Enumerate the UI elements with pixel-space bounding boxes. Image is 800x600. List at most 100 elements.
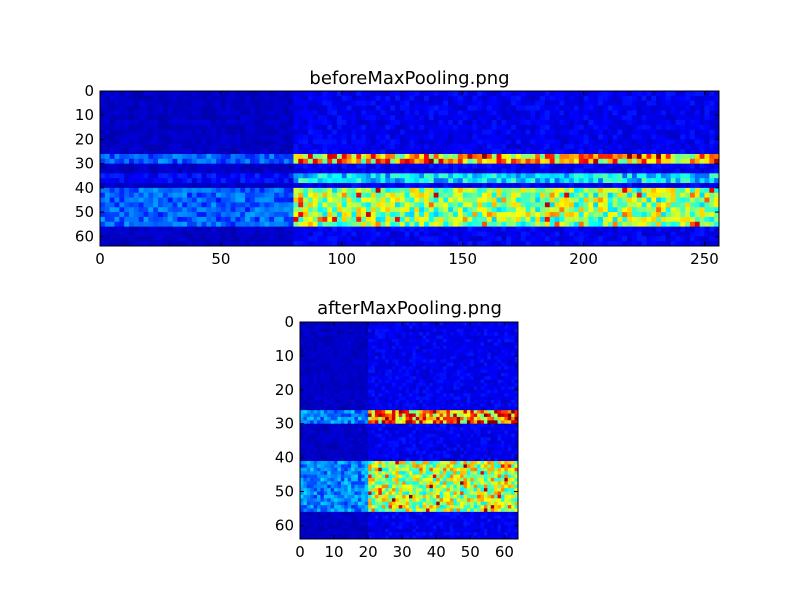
heatmap-cell (660, 115, 667, 121)
heatmap-cell (187, 163, 193, 169)
heatmap-cell (699, 192, 705, 198)
heatmap-cell (388, 362, 393, 367)
heatmap-cell (646, 105, 652, 111)
heatmap-cell (436, 355, 441, 360)
heatmap-cell (525, 110, 531, 116)
heatmap-cell (449, 342, 454, 347)
heatmap-cell (327, 352, 332, 357)
heatmap-cell (486, 197, 493, 203)
heatmap-cell (511, 241, 517, 247)
heatmap-cell (187, 231, 193, 237)
heatmap-cell (457, 178, 464, 184)
heatmap-cell (298, 115, 304, 121)
heatmap-cell (714, 134, 720, 140)
x-tick-label: 50 (211, 250, 230, 268)
heatmap-cell (675, 124, 681, 131)
heatmap-cell (433, 91, 439, 97)
heatmap-cell (631, 100, 638, 106)
heatmap-cell (699, 178, 705, 184)
heatmap-cell (573, 91, 580, 97)
heatmap-cell (357, 352, 362, 357)
heatmap-cell (182, 158, 188, 165)
heatmap-cell (398, 325, 403, 330)
heatmap-cell (395, 352, 400, 357)
heatmap-cell (573, 202, 580, 208)
heatmap-cell (220, 100, 227, 106)
heatmap-cell (375, 187, 381, 194)
heatmap-cell (254, 163, 260, 169)
heatmap-cell (424, 197, 430, 203)
heatmap-cell (374, 342, 379, 347)
heatmap-cell (675, 173, 681, 179)
heatmap-cell (507, 349, 512, 353)
heatmap-cell (436, 325, 441, 330)
heatmap-cell (670, 110, 676, 116)
heatmap-cell (153, 124, 159, 131)
heatmap-cell (409, 91, 415, 97)
heatmap-cell (340, 342, 345, 347)
heatmap-cell (317, 212, 323, 218)
heatmap-cell (569, 197, 575, 203)
heatmap-cell (347, 355, 352, 360)
heatmap-cell (617, 221, 623, 228)
heatmap-cell (148, 129, 154, 135)
heatmap-cell (303, 197, 309, 203)
heatmap-cell (341, 231, 348, 237)
heatmap-cell (438, 124, 444, 131)
heatmap-cell (201, 144, 207, 150)
heatmap-cell (540, 163, 546, 169)
heatmap-cell (307, 139, 314, 145)
heatmap-cell (211, 173, 217, 179)
heatmap-cell (334, 332, 338, 336)
heatmap-cell (520, 100, 526, 106)
heatmap-cell (337, 345, 342, 350)
heatmap-cell (143, 202, 149, 208)
heatmap-cell (578, 153, 584, 160)
heatmap-cell (651, 216, 657, 223)
heatmap-cell (133, 139, 140, 145)
heatmap-cell (472, 158, 478, 165)
heatmap-cell (462, 105, 468, 111)
heatmap-cell (269, 231, 275, 237)
heatmap-cell (390, 134, 396, 140)
heatmap-cell (462, 192, 468, 198)
heatmap-cell (593, 110, 599, 116)
heatmap-cell (622, 168, 628, 174)
heatmap-cell (443, 183, 449, 189)
heatmap-cell (689, 207, 696, 213)
heatmap-cell (433, 173, 439, 179)
heatmap-cell (191, 95, 198, 102)
heatmap-cell (114, 192, 120, 198)
heatmap-cell (472, 207, 478, 213)
heatmap-cell (453, 134, 459, 140)
heatmap-cell (133, 134, 140, 140)
heatmap-cell (370, 192, 377, 198)
heatmap-cell (370, 115, 377, 121)
heatmap-cell (390, 124, 396, 131)
heatmap-cell (220, 144, 227, 150)
heatmap-cell (506, 153, 512, 160)
heatmap-cell (463, 352, 468, 357)
heatmap-cell (467, 134, 473, 140)
heatmap-cell (274, 105, 280, 111)
heatmap-cell (114, 183, 120, 189)
heatmap-cell (109, 134, 115, 140)
heatmap-cell (612, 134, 618, 140)
heatmap-cell (274, 241, 280, 247)
heatmap-cell (278, 226, 285, 232)
heatmap-cell (491, 241, 497, 247)
heatmap-cell (486, 236, 493, 242)
heatmap-cell (685, 124, 691, 131)
heatmap-cell (274, 115, 280, 121)
heatmap-cell (300, 362, 304, 367)
heatmap-cell (330, 352, 335, 357)
heatmap-cell (235, 178, 241, 184)
heatmap-cell (660, 144, 667, 150)
heatmap-cell (100, 134, 106, 140)
heatmap-cell (689, 134, 696, 140)
heatmap-cell (467, 163, 473, 169)
heatmap-cell (511, 173, 517, 179)
heatmap-cell (424, 216, 430, 223)
heatmap-cell (497, 359, 502, 364)
heatmap-cell (491, 173, 497, 179)
